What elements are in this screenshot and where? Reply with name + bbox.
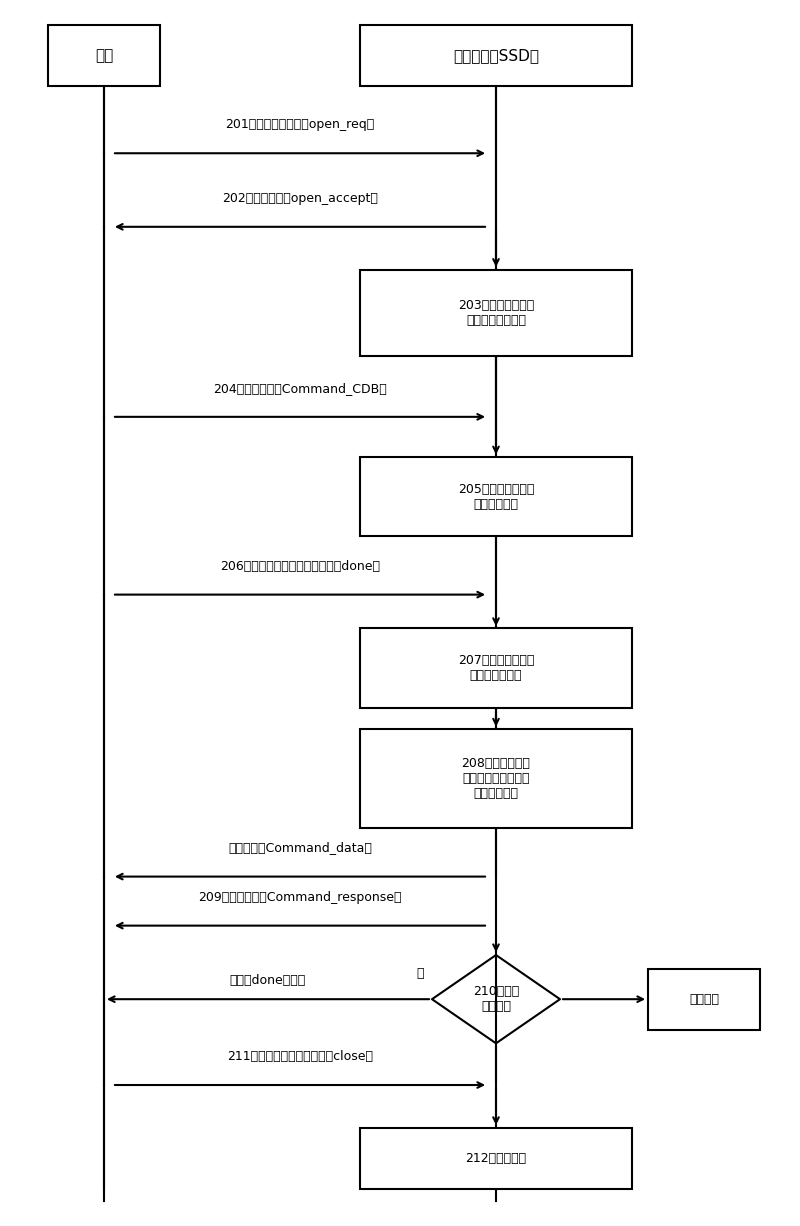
FancyBboxPatch shape xyxy=(48,25,160,86)
Text: 212、关闭连接: 212、关闭连接 xyxy=(466,1152,526,1165)
Text: 210、是否
关闭连接: 210、是否 关闭连接 xyxy=(473,986,519,1013)
Text: 204、主机命令（Command_CDB）: 204、主机命令（Command_CDB） xyxy=(213,381,387,395)
FancyBboxPatch shape xyxy=(648,969,760,1030)
Text: 是: 是 xyxy=(417,966,424,980)
Text: 203、建立新命令队
列和预备命令队列: 203、建立新命令队 列和预备命令队列 xyxy=(458,299,534,326)
Text: 完成（done）指令: 完成（done）指令 xyxy=(230,973,306,987)
FancyBboxPatch shape xyxy=(360,629,632,709)
FancyBboxPatch shape xyxy=(360,457,632,537)
Text: 201、连接建立请求（open_req）: 201、连接建立请求（open_req） xyxy=(226,118,374,131)
Text: 205、将主机命令放
入新命令队列: 205、将主机命令放 入新命令队列 xyxy=(458,483,534,510)
Text: 202、建立连接（open_accept）: 202、建立连接（open_accept） xyxy=(222,191,378,205)
FancyBboxPatch shape xyxy=(360,729,632,828)
Text: 固态硬盘（SSD）: 固态硬盘（SSD） xyxy=(453,48,539,63)
Text: 维持连接: 维持连接 xyxy=(689,993,719,1005)
Text: 208、执行主机命
令，将执行结果放入
预备命令队列: 208、执行主机命 令，将执行结果放入 预备命令队列 xyxy=(462,756,530,801)
FancyBboxPatch shape xyxy=(360,270,632,356)
Text: 209、命令响应（Command_response）: 209、命令响应（Command_response） xyxy=(198,890,402,904)
Text: 211、表示关闭连接的消息（close）: 211、表示关闭连接的消息（close） xyxy=(227,1049,373,1063)
FancyBboxPatch shape xyxy=(360,1128,632,1189)
Text: 主机: 主机 xyxy=(95,48,113,63)
Text: 206、表示命令下发完毕的消息（done）: 206、表示命令下发完毕的消息（done） xyxy=(220,559,380,573)
Text: 执行结果（Command_data）: 执行结果（Command_data） xyxy=(228,841,372,855)
Text: 207、从新命令队列
中调用主机命令: 207、从新命令队列 中调用主机命令 xyxy=(458,655,534,682)
FancyBboxPatch shape xyxy=(360,25,632,86)
